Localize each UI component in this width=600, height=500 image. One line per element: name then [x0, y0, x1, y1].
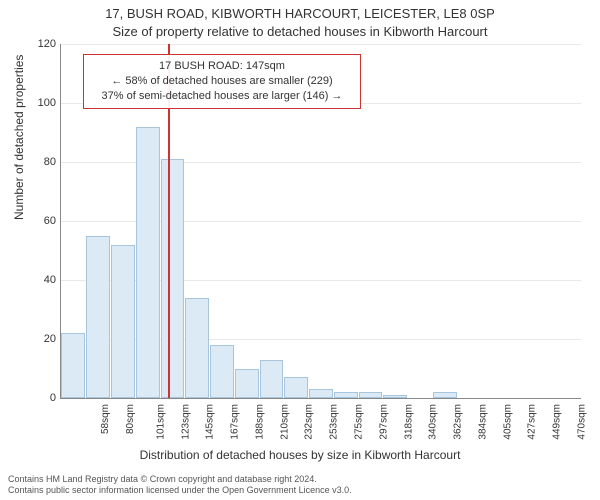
x-tick-label: 253sqm — [329, 404, 340, 440]
annotation-line2: ← 58% of detached houses are smaller (22… — [90, 74, 354, 89]
x-tick-label: 101sqm — [155, 404, 166, 440]
x-tick-label: 340sqm — [428, 404, 439, 440]
histogram-bar — [111, 245, 135, 398]
histogram-bar — [161, 159, 185, 398]
y-tick-label: 60 — [26, 215, 56, 227]
x-tick-label: 384sqm — [477, 404, 488, 440]
histogram-bar — [284, 377, 308, 398]
y-tick-label: 100 — [26, 97, 56, 109]
histogram-bar — [309, 389, 333, 398]
y-axis-label: Number of detached properties — [12, 55, 26, 220]
histogram-bar — [86, 236, 110, 398]
x-tick-label: 405sqm — [502, 404, 513, 440]
y-tick-label: 40 — [26, 274, 56, 286]
histogram-bar — [383, 395, 407, 398]
x-tick-label: 275sqm — [354, 404, 365, 440]
histogram-bar — [334, 392, 358, 398]
y-tick-label: 20 — [26, 333, 56, 345]
x-tick-label: 362sqm — [453, 404, 464, 440]
histogram-bar — [359, 392, 383, 398]
x-tick-label: 145sqm — [205, 404, 216, 440]
x-tick-label: 449sqm — [552, 404, 563, 440]
histogram-bar — [260, 360, 284, 398]
x-tick-label: 80sqm — [125, 404, 136, 434]
title-address: 17, BUSH ROAD, KIBWORTH HARCOURT, LEICES… — [0, 6, 600, 21]
histogram-bar — [433, 392, 457, 398]
grid-line — [61, 44, 581, 45]
histogram-bar — [61, 333, 85, 398]
x-tick-label: 427sqm — [527, 404, 538, 440]
histogram-bar — [185, 298, 209, 398]
x-tick-label: 232sqm — [304, 404, 315, 440]
x-tick-label: 58sqm — [100, 404, 111, 434]
y-tick-label: 0 — [26, 392, 56, 404]
x-axis-title: Distribution of detached houses by size … — [0, 448, 600, 462]
title-subtitle: Size of property relative to detached ho… — [0, 24, 600, 39]
annotation-line3: 37% of semi-detached houses are larger (… — [90, 89, 354, 104]
x-tick-label: 297sqm — [378, 404, 389, 440]
x-tick-label: 318sqm — [403, 404, 414, 440]
annotation-box: 17 BUSH ROAD: 147sqm ← 58% of detached h… — [83, 54, 361, 109]
plot-area: 17 BUSH ROAD: 147sqm ← 58% of detached h… — [60, 44, 581, 399]
x-tick-label: 167sqm — [230, 404, 241, 440]
footer-line2: Contains public sector information licen… — [8, 485, 352, 496]
chart-container: 17, BUSH ROAD, KIBWORTH HARCOURT, LEICES… — [0, 0, 600, 500]
footer-line1: Contains HM Land Registry data © Crown c… — [8, 474, 352, 485]
y-tick-label: 120 — [26, 38, 56, 50]
x-tick-label: 188sqm — [255, 404, 266, 440]
histogram-bar — [210, 345, 234, 398]
x-tick-label: 123sqm — [180, 404, 191, 440]
x-tick-label: 210sqm — [279, 404, 290, 440]
x-tick-label: 470sqm — [576, 404, 587, 440]
annotation-line1: 17 BUSH ROAD: 147sqm — [90, 59, 354, 74]
attribution-footer: Contains HM Land Registry data © Crown c… — [8, 474, 352, 497]
histogram-bar — [235, 369, 259, 399]
histogram-bar — [136, 127, 160, 398]
y-tick-label: 80 — [26, 156, 56, 168]
